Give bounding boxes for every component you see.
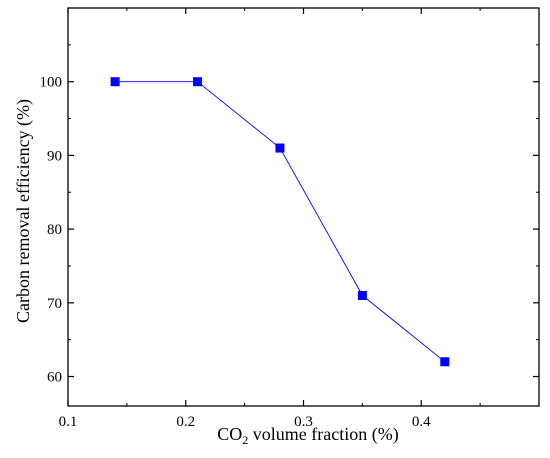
- data-point: [357, 290, 367, 300]
- data-point: [275, 143, 285, 153]
- x-axis-title-subscript: 2: [242, 433, 248, 447]
- x-tick-label: 0.2: [176, 414, 195, 430]
- y-tick-label: 60: [47, 370, 62, 386]
- y-tick-label: 80: [47, 222, 62, 238]
- data-point: [193, 77, 203, 87]
- label-layer: Carbon removal efficiency (%) CO2 volume…: [13, 99, 399, 447]
- y-tick-label: 90: [47, 148, 62, 164]
- data-point: [110, 77, 120, 87]
- plot-frame: [67, 7, 540, 407]
- y-tick-label: 100: [40, 75, 63, 91]
- series-layer: [110, 77, 450, 367]
- y-tick-label: 70: [47, 296, 62, 312]
- data-point: [440, 357, 450, 367]
- x-tick-label: 0.4: [412, 414, 431, 430]
- series-line: [115, 81, 446, 363]
- axes-layer: 0.1 0.2 0.3 0.4 60 70 80 90 100: [40, 7, 540, 430]
- x-axis-title: CO2 volume fraction (%): [217, 424, 398, 447]
- x-axis-title-prefix: CO: [217, 424, 242, 444]
- y-axis-title: Carbon removal efficiency (%): [13, 99, 34, 323]
- x-axis-title-suffix: volume fraction (%): [248, 424, 398, 445]
- x-tick-label: 0.1: [59, 414, 78, 430]
- x-tick-label: 0.3: [294, 414, 313, 430]
